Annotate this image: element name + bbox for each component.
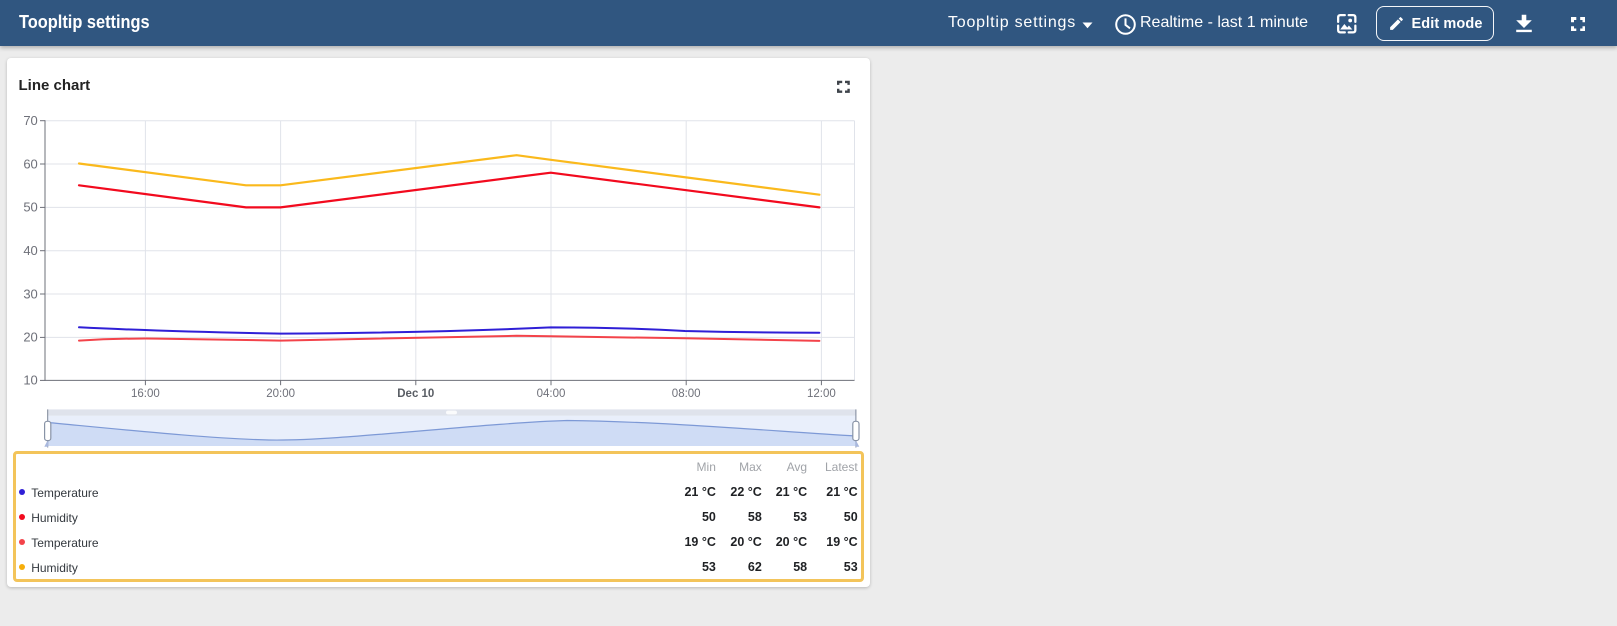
svg-text:20:00: 20:00: [266, 388, 295, 400]
svg-text:30: 30: [23, 286, 37, 301]
svg-text:50: 50: [23, 200, 37, 215]
svg-text:20: 20: [23, 330, 37, 345]
svg-text:08:00: 08:00: [672, 388, 701, 400]
svg-text:40: 40: [23, 243, 37, 258]
svg-text:60: 60: [23, 156, 37, 171]
svg-text:16:00: 16:00: [131, 388, 160, 400]
svg-text:04:00: 04:00: [537, 388, 566, 400]
svg-text:10: 10: [23, 373, 37, 388]
svg-text:Dec 10: Dec 10: [397, 388, 434, 400]
svg-text:12:00: 12:00: [807, 388, 836, 400]
svg-text:70: 70: [23, 113, 37, 128]
